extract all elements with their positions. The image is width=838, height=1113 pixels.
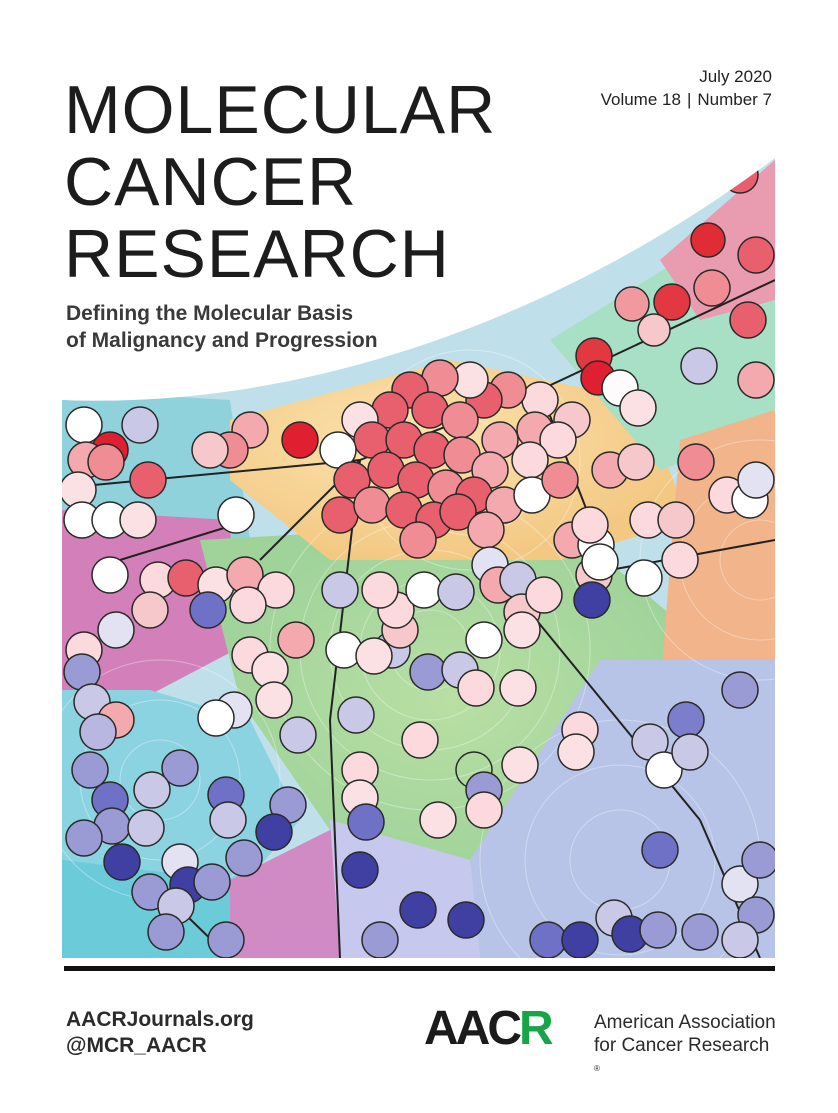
publisher-name-line-1: American Association — [594, 1012, 776, 1033]
tagline-line-1: Defining the Molecular Basis — [66, 302, 354, 325]
issue-volume: Volume 18 — [600, 90, 681, 109]
journal-title-line-2: CANCER — [64, 144, 358, 220]
issue-date: July 2020 — [699, 67, 772, 86]
publisher-name-line-2-wrap: for Cancer Research ® — [594, 1034, 776, 1084]
twitter-handle[interactable]: @MCR_AACR — [66, 1034, 207, 1057]
issue-info: July 2020 Volume 18 | Number 7 — [601, 66, 772, 112]
footer-divider — [64, 966, 775, 971]
aacr-logo-mark: AACR — [424, 1005, 554, 1053]
footer-links: AACRJournals.org @MCR_AACR — [66, 1007, 254, 1059]
logo-text-a: AAC — [424, 1002, 522, 1055]
journal-title-line-1: MOLECULAR — [64, 72, 497, 148]
publisher-name: American Association for Cancer Research… — [594, 1011, 776, 1084]
issue-volume-number: Volume 18 | Number 7 — [601, 88, 772, 112]
tagline-line-2: of Malignancy and Progression — [66, 329, 378, 352]
logo-text-r: R — [519, 1002, 554, 1055]
publisher-name-line-2: for Cancer Research — [594, 1035, 770, 1056]
issue-separator: | — [686, 90, 692, 109]
website-link[interactable]: AACRJournals.org — [66, 1008, 254, 1031]
journal-title: MOLECULAR CANCER RESEARCH — [64, 74, 496, 290]
registered-mark: ® — [594, 1064, 600, 1073]
journal-tagline: Defining the Molecular Basis of Malignan… — [66, 300, 378, 354]
journal-title-line-3: RESEARCH — [64, 216, 450, 292]
aacr-logo: AACR — [424, 1005, 554, 1053]
issue-number: Number 7 — [697, 90, 772, 109]
